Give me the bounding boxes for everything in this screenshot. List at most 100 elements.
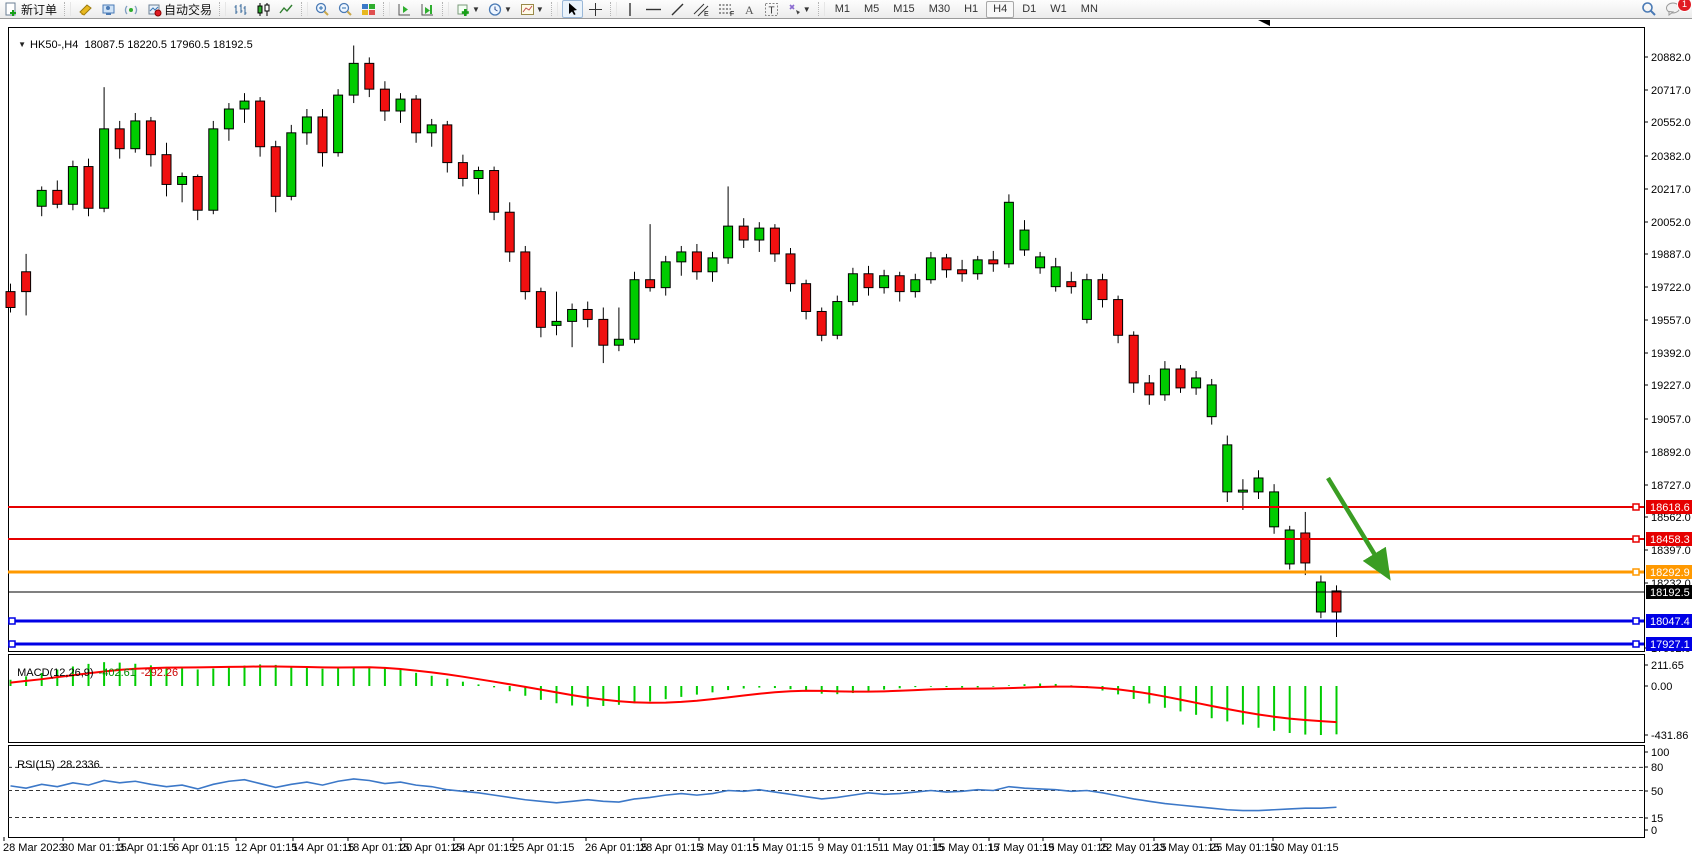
time-axis-label[interactable]: 3 Apr 01:15 — [118, 842, 174, 854]
tab-timeframe-w1[interactable]: W1 — [1050, 2, 1067, 15]
time-axis-label[interactable]: 22 May 01:15 — [1100, 842, 1167, 854]
macd-pane — [8, 654, 1645, 743]
line-handle[interactable] — [8, 640, 16, 648]
price-axis-label[interactable]: 19557.0 — [1651, 315, 1691, 327]
time-axis-label[interactable]: 3 May 01:15 — [698, 842, 759, 854]
price-axis-label[interactable]: 20382.0 — [1651, 151, 1691, 163]
candle-bullish — [1003, 201, 1014, 265]
line-handle[interactable] — [1632, 617, 1640, 625]
autotrade-button[interactable]: 自动交易 — [144, 1, 215, 17]
styler-button[interactable] — [75, 1, 96, 17]
time-axis-label[interactable]: 12 Apr 01:15 — [235, 842, 297, 854]
tab-timeframe-h1[interactable]: H1 — [964, 2, 979, 15]
tab-timeframe-mn[interactable]: MN — [1080, 2, 1098, 15]
line-handle[interactable] — [1632, 535, 1640, 543]
crosshair-button[interactable] — [585, 1, 606, 17]
time-axis-label[interactable]: 15 May 01:15 — [933, 842, 1000, 854]
tab-timeframe-m5[interactable]: M5 — [864, 2, 880, 15]
line-handle[interactable] — [8, 617, 16, 625]
candle-bearish — [411, 98, 422, 134]
arrows-button[interactable]: ▼ — [784, 1, 814, 17]
price-axis-label[interactable]: 19392.0 — [1651, 348, 1691, 360]
bar-chart-button[interactable] — [230, 1, 251, 17]
text-label-button[interactable]: T — [761, 1, 782, 17]
cursor-button[interactable] — [561, 0, 583, 18]
candle-bearish — [379, 88, 390, 112]
new-order-button[interactable]: 新订单 — [1, 1, 60, 17]
trend-arrow-annotation[interactable] — [1326, 476, 1391, 581]
chart-shift-marker-icon[interactable] — [1258, 20, 1270, 26]
price-axis-label[interactable]: 19722.0 — [1651, 282, 1691, 294]
line-handle[interactable] — [1632, 568, 1640, 576]
time-axis-label[interactable]: 24 Apr 01:15 — [453, 842, 515, 854]
candle-bearish — [317, 116, 328, 154]
candle-bullish — [1237, 489, 1248, 493]
time-axis-label[interactable]: 9 May 01:15 — [818, 842, 879, 854]
time-axis-label[interactable]: 28 Apr 01:15 — [640, 842, 702, 854]
profiles-button[interactable] — [98, 1, 119, 17]
dropdown-caret-icon: ▼ — [535, 4, 544, 14]
time-axis-label[interactable]: 23 May 01:15 — [1153, 842, 1220, 854]
time-axis-label[interactable]: 14 Apr 01:15 — [292, 842, 354, 854]
time-axis-label[interactable]: 6 Apr 01:15 — [173, 842, 229, 854]
price-axis-label[interactable]: 18727.0 — [1651, 480, 1691, 492]
price-label-18618.6: 18618.6 — [1650, 502, 1690, 514]
price-axis-label[interactable]: 18562.0 — [1651, 512, 1691, 524]
time-axis-label[interactable]: 20 Apr 01:15 — [400, 842, 462, 854]
trendline-button[interactable] — [667, 1, 688, 17]
price-axis-label[interactable]: 18397.0 — [1651, 545, 1691, 557]
line-handle[interactable] — [1632, 640, 1640, 648]
price-axis-label[interactable]: 20217.0 — [1651, 184, 1691, 196]
tab-timeframe-d1[interactable]: D1 — [1022, 2, 1037, 15]
price-axis-label[interactable]: 20552.0 — [1651, 117, 1691, 129]
indicators-button[interactable]: ▼ — [453, 1, 483, 17]
price-label-box — [1646, 614, 1692, 628]
chart-title-collapse-icon[interactable]: ▼ — [18, 40, 27, 49]
price-axis-label[interactable]: 19227.0 — [1651, 380, 1691, 392]
time-axis-label[interactable]: 25 Apr 01:15 — [512, 842, 574, 854]
rsi-axis-label: 50 — [1651, 786, 1663, 798]
tab-timeframe-m30[interactable]: M30 — [928, 2, 951, 15]
signals-button[interactable] — [121, 1, 142, 17]
time-axis-label[interactable]: 30 May 01:15 — [1272, 842, 1339, 854]
price-axis-label[interactable]: 19057.0 — [1651, 414, 1691, 426]
time-axis-label[interactable]: 19 May 01:15 — [1042, 842, 1109, 854]
periods-button[interactable]: ▼ — [485, 1, 515, 17]
price-axis-label[interactable]: 20052.0 — [1651, 217, 1691, 229]
price-axis-label[interactable]: 18892.0 — [1651, 447, 1691, 459]
chat-button[interactable]: 1 — [1662, 0, 1692, 17]
horizontal-line-button[interactable] — [642, 1, 665, 17]
search-button[interactable] — [1638, 1, 1660, 17]
chart-autoscroll-button[interactable] — [417, 1, 438, 17]
candle-bearish — [941, 257, 952, 271]
time-axis-label[interactable]: 25 May 01:15 — [1210, 842, 1277, 854]
candlestick-chart-button[interactable] — [253, 1, 274, 17]
time-axis-label[interactable]: 28 Mar 2023 — [3, 842, 65, 854]
time-axis-label[interactable]: 18 Apr 01:15 — [347, 842, 409, 854]
zoom-out-button[interactable] — [335, 1, 356, 17]
tab-timeframe-h4[interactable]: H4 — [986, 0, 1015, 18]
candle-bearish — [1097, 279, 1108, 301]
line-handle[interactable] — [1632, 503, 1640, 511]
fibonacci-button[interactable]: F — [715, 1, 738, 17]
price-axis-label[interactable]: 20717.0 — [1651, 85, 1691, 97]
candle-bullish — [707, 257, 718, 273]
text-button[interactable]: A — [740, 1, 759, 17]
time-axis-label[interactable]: 5 May 01:15 — [753, 842, 814, 854]
equidistant-channel-button[interactable]: E — [690, 1, 713, 17]
macd-signal-value: -292.26 — [140, 667, 179, 679]
time-axis-label[interactable]: 17 May 01:15 — [988, 842, 1055, 854]
chart-shift-button[interactable] — [394, 1, 415, 17]
zoom-in-button[interactable] — [312, 1, 333, 17]
tab-timeframe-m1[interactable]: M1 — [834, 2, 850, 15]
time-axis-label[interactable]: 11 May 01:15 — [878, 842, 944, 854]
time-axis-label[interactable]: 30 Mar 01:15 — [62, 842, 127, 854]
tile-windows-button[interactable] — [358, 1, 379, 17]
tab-timeframe-m15[interactable]: M15 — [893, 2, 915, 15]
time-axis-label[interactable]: 26 Apr 01:15 — [585, 842, 647, 854]
price-axis-label[interactable]: 19887.0 — [1651, 249, 1691, 261]
price-axis-label[interactable]: 20882.0 — [1651, 52, 1691, 64]
templates-button[interactable]: ▼ — [517, 1, 547, 17]
vertical-line-button[interactable] — [621, 1, 640, 17]
line-chart-button[interactable] — [276, 1, 297, 17]
